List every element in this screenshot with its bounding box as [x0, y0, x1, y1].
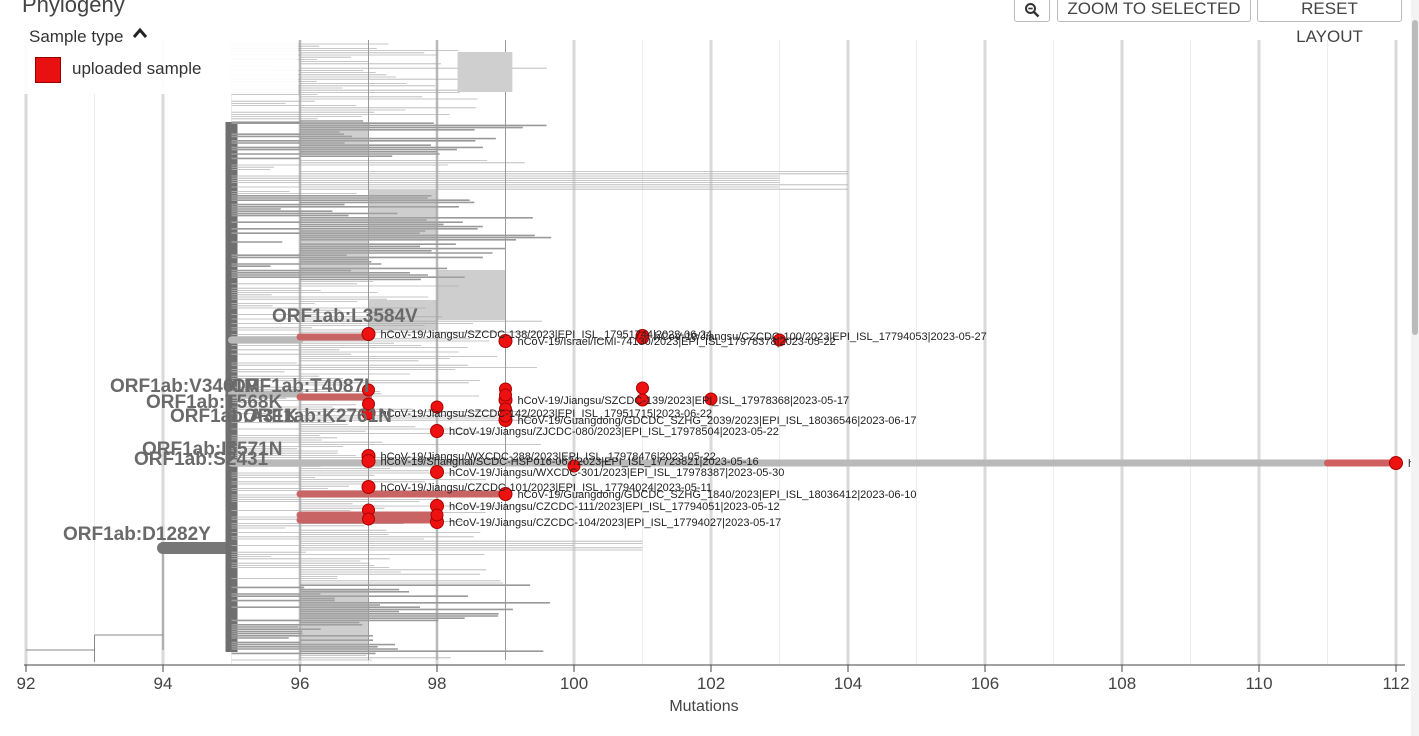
legend-title[interactable]: Sample type [29, 27, 124, 46]
tick-label: 100 [560, 674, 588, 693]
uploaded-sample-swatch [35, 57, 61, 83]
sample-label: hCoV-19/Shanghai/SCDC-HSP016-067/2023|EP… [381, 456, 759, 468]
sample-node [430, 400, 444, 414]
scrollbar-thumb[interactable] [1412, 20, 1418, 335]
tick-label: 112 [1382, 674, 1409, 693]
sample-node [1389, 456, 1403, 470]
legend-item-label: uploaded sample [72, 59, 202, 78]
sample-node [636, 381, 649, 395]
chevron-up-icon[interactable] [132, 27, 148, 39]
sample-label: hCoV-19/Jiangsu/CZCDC-101/2023|EPI_ISL_1… [381, 482, 712, 494]
x-axis-label: Mutations [669, 698, 738, 715]
sample-node [499, 409, 512, 423]
sample-node [430, 424, 444, 438]
tick-label: 96 [291, 674, 310, 693]
sample-nodes[interactable] [361, 327, 1403, 529]
sample-node [361, 480, 376, 494]
sample-node [773, 333, 786, 347]
sample-node [499, 388, 512, 402]
zoom-to-selected-button[interactable]: ZOOM TO SELECTED [1057, 0, 1251, 22]
sample-label: hCoV-19/Israel/ICMI-74130/2023|EPI_ISL_1… [518, 336, 836, 348]
mutation-labels: hCoV-19/Jiangsu/SZCDC-138/2023|EPI_ISL_1… [63, 306, 1411, 545]
mutation-label: ORF1ab:A31K [170, 406, 298, 427]
x-axis: 92 94 96 98 100 102 104 106 108 110 112 Mutations [17, 664, 1410, 715]
tick-label: 110 [1245, 674, 1272, 693]
sample-label: hCoV-19/Jiangsu/CZCDC-104/2023|EPI_ISL_1… [449, 517, 781, 529]
tick-label: 92 [17, 674, 36, 693]
sample-node [362, 397, 375, 411]
tick-label: 106 [971, 674, 999, 693]
sample-node [430, 465, 444, 479]
mutation-label: ORF1ab:T568K [146, 392, 282, 413]
sample-label: hCoV-19/Guangdong/GDCDC_SZHG_1840/2023|E… [1408, 458, 1411, 470]
sample-node [704, 392, 718, 406]
sample-label: hCoV-19/Guangdong/GDCDC_SZHG_1840/2023|E… [518, 489, 917, 501]
sample-label: hCoV-19/Jiangsu/SZCDC-142/2023|EPI_ISL_1… [381, 408, 713, 420]
legend-panel [22, 24, 298, 94]
tick-label: 108 [1108, 674, 1136, 693]
tick-label: 98 [428, 674, 447, 693]
zoom-out-icon [1025, 2, 1040, 17]
scrollbar-track[interactable] [1411, 0, 1419, 736]
mutation-label: ORF1ab:D1282Y [63, 524, 211, 545]
sample-node [362, 512, 375, 526]
sample-label: hCoV-19/Jiangsu/WXCDC-288/2023|EPI_ISL_1… [381, 451, 716, 463]
sample-label: hCoV-19/Jiangsu/CZCDC-111/2023|EPI_ISL_1… [449, 501, 780, 513]
sample-label: hCoV-19/Jiangsu/WXCDC-301/2023|EPI_ISL_1… [449, 467, 784, 479]
mutation-label: ORF1ab:L3584V [272, 306, 418, 327]
sample-node [498, 334, 513, 348]
sample-node [362, 383, 375, 397]
tick-label: 94 [154, 674, 173, 693]
sample-node [361, 454, 376, 468]
sample-label: hCoV-19/Jiangsu/CZCDC-100/2023|EPI_ISL_1… [655, 331, 987, 343]
sample-node [498, 487, 513, 501]
tick-label: 102 [697, 674, 725, 693]
tree-branches [26, 40, 1400, 662]
sample-label: hCoV-19/Jiangsu/SZCDC-139/2023|EPI_ISL_1… [518, 395, 850, 407]
page-title: Phylogeny [22, 0, 125, 17]
tick-label: 104 [834, 674, 862, 693]
sample-node [430, 508, 444, 522]
mutation-label: ORF1ab:S2431 [134, 449, 269, 470]
sample-node [636, 331, 649, 345]
sample-label: hCoV-19/Jiangsu/SZCDC-138/2023|EPI_ISL_1… [381, 329, 713, 341]
sample-node [361, 327, 376, 341]
sample-node [567, 459, 581, 473]
mutation-label: ORF1ab:V3461M [110, 376, 260, 397]
mutation-label: ORF1ab:T4087I [231, 376, 369, 397]
mutation-label: ORF1ab:K2761N [243, 406, 392, 427]
sample-node [636, 393, 649, 407]
mutation-label: ORF1ab:I5571N [142, 439, 282, 460]
sample-label: hCoV-19/Guangdong/GDCDC_SZHG_2039/2023|E… [518, 415, 917, 427]
zoom-out-button[interactable] [1014, 0, 1050, 22]
sample-label: hCoV-19/Jiangsu/ZJCDC-080/2023|EPI_ISL_1… [449, 426, 779, 438]
reset-layout-button[interactable]: RESET LAYOUT [1257, 0, 1402, 46]
